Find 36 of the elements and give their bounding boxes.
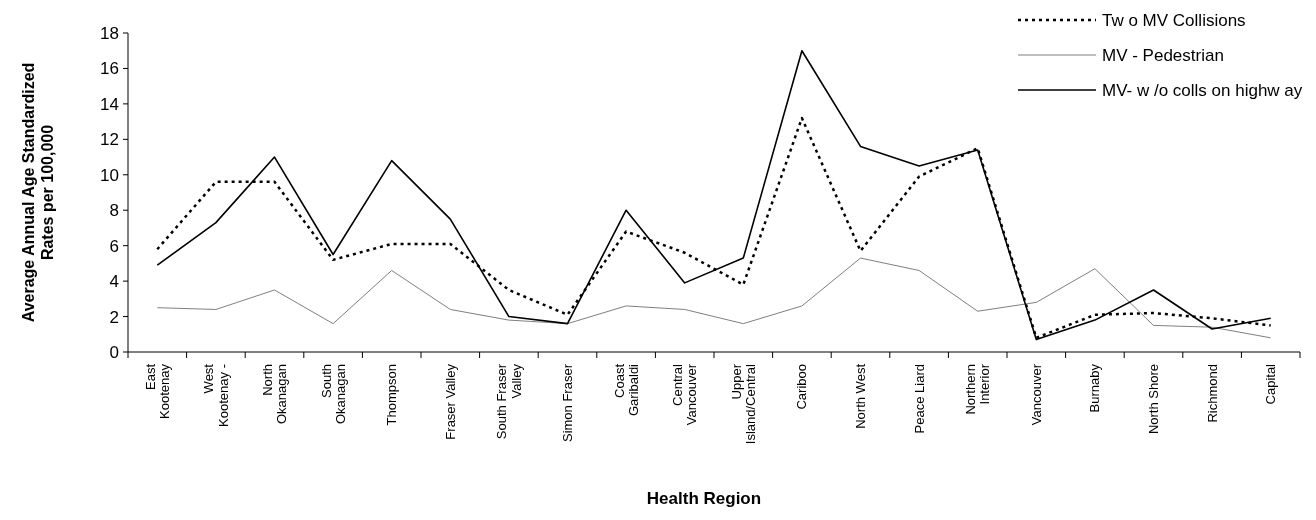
y-tick-label: 0 xyxy=(109,342,119,362)
x-tick-label: Cariboo xyxy=(794,364,810,410)
x-tick-label: North Shore xyxy=(1146,364,1162,435)
legend-label: MV - Pedestrian xyxy=(1102,45,1224,65)
x-axis-title: Health Region xyxy=(646,489,762,508)
x-tick-label: Peace Liard xyxy=(911,364,927,434)
x-tick-label: Coast Garibaldi xyxy=(611,363,641,417)
y-tick-label: 18 xyxy=(100,23,119,43)
x-tick-label: East Kootenay xyxy=(142,363,172,419)
x-tick-label: Upper Island/Central xyxy=(728,363,758,445)
y-tick-label: 6 xyxy=(109,236,119,256)
x-tick-label: Northern Interior xyxy=(963,363,993,415)
y-tick-label: 14 xyxy=(100,94,119,114)
x-tick-label: Vancouver xyxy=(1028,363,1044,426)
x-tick-label: South Okanagan xyxy=(318,364,348,424)
y-tick-label: 8 xyxy=(109,201,119,221)
line-series xyxy=(156,257,1272,339)
y-axis-title: Average Annual Age Standardized Rates per 100,000 xyxy=(20,62,57,323)
x-tick-label: Richmond xyxy=(1204,364,1220,423)
x-tick-label: North West xyxy=(853,363,869,429)
y-tick-label: 12 xyxy=(100,130,119,150)
x-tick-label: Thompson xyxy=(384,364,400,426)
x-tick-label: West Kootenay - xyxy=(201,363,231,427)
x-tick-label: Capital xyxy=(1263,363,1279,405)
legend-label: Tw o MV Collisions xyxy=(1102,10,1246,30)
x-tick-label: Burnaby xyxy=(1087,363,1103,413)
y-tick-label: 16 xyxy=(100,59,119,79)
x-tick-label: Central Vancouver xyxy=(670,363,700,426)
y-tick-label: 10 xyxy=(100,165,119,185)
x-tick-label: South Fraser Valley xyxy=(494,363,524,440)
y-tick-label: 2 xyxy=(109,307,119,327)
x-tick-label: North Okanagan xyxy=(259,364,290,424)
x-tick-label: Simon Fraser xyxy=(560,363,576,443)
y-tick-label: 4 xyxy=(109,272,119,292)
legend-label: MV- w /o colls on highw ay xyxy=(1102,80,1303,100)
x-tick-label: Fraser Valley xyxy=(442,363,458,440)
